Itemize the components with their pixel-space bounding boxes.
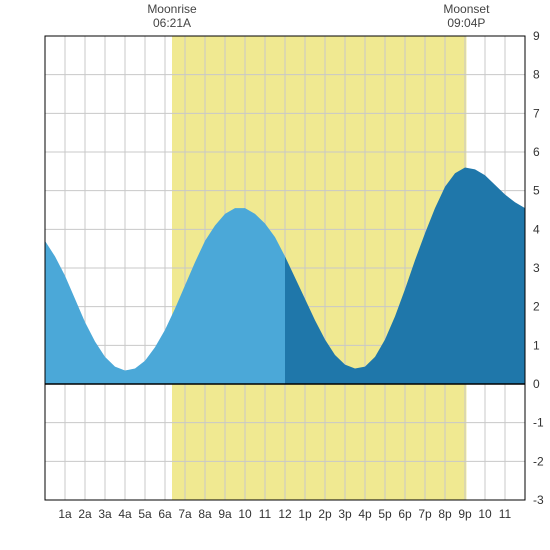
xtick-label: 4p <box>358 507 372 521</box>
ytick-label: 6 <box>533 145 540 159</box>
xtick-label: 8p <box>438 507 452 521</box>
xtick-label: 1p <box>298 507 312 521</box>
ytick-label: 4 <box>533 222 540 236</box>
ytick-label: 8 <box>533 68 540 82</box>
moonrise-label: Moonrise <box>122 2 222 16</box>
ytick-label: -3 <box>533 493 544 507</box>
ytick-label: 1 <box>533 338 540 352</box>
xtick-label: 8a <box>198 507 212 521</box>
xtick-label: 9a <box>218 507 232 521</box>
moonset-label: Moonset <box>416 2 516 16</box>
ytick-label: 5 <box>533 184 540 198</box>
xtick-label: 11 <box>499 507 512 521</box>
xtick-label: 11 <box>259 507 272 521</box>
xtick-label: 3a <box>98 507 112 521</box>
ytick-label: 9 <box>533 29 540 43</box>
ytick-label: 2 <box>533 300 540 314</box>
ytick-label: 3 <box>533 261 540 275</box>
moonrise-header: Moonrise 06:21A <box>122 2 222 30</box>
xtick-label: 10 <box>478 507 492 521</box>
xtick-label: 5a <box>138 507 152 521</box>
moonset-time: 09:04P <box>416 16 516 30</box>
xtick-label: 9p <box>458 507 472 521</box>
xtick-label: 2p <box>318 507 332 521</box>
xtick-label: 6a <box>158 507 172 521</box>
xtick-label: 1a <box>58 507 72 521</box>
xtick-label: 7p <box>418 507 432 521</box>
ytick-label: 7 <box>533 106 540 120</box>
xtick-label: 5p <box>378 507 392 521</box>
moonrise-time: 06:21A <box>122 16 222 30</box>
xtick-label: 3p <box>338 507 352 521</box>
xtick-label: 6p <box>398 507 412 521</box>
chart-svg: -3-2-101234567891a2a3a4a5a6a7a8a9a101112… <box>0 0 550 550</box>
xtick-label: 12 <box>278 507 292 521</box>
moonset-header: Moonset 09:04P <box>416 2 516 30</box>
xtick-label: 2a <box>78 507 92 521</box>
tide-chart: Moonrise 06:21A Moonset 09:04P -3-2-1012… <box>0 0 550 550</box>
ytick-label: 0 <box>533 377 540 391</box>
xtick-label: 4a <box>118 507 132 521</box>
ytick-label: -1 <box>533 416 544 430</box>
xtick-label: 10 <box>238 507 252 521</box>
ytick-label: -2 <box>533 454 544 468</box>
xtick-label: 7a <box>178 507 192 521</box>
